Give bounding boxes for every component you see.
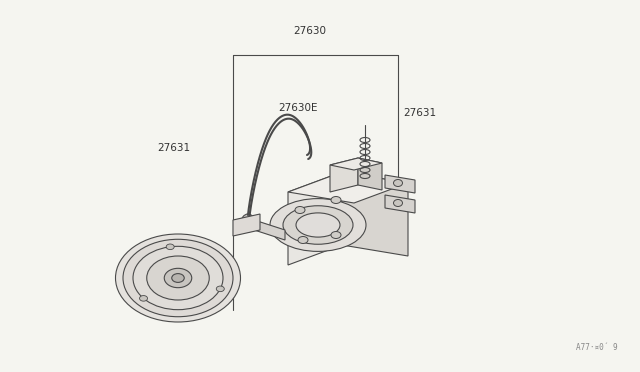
Ellipse shape — [166, 244, 174, 250]
Ellipse shape — [147, 256, 209, 300]
Ellipse shape — [115, 234, 241, 322]
Ellipse shape — [140, 296, 148, 301]
Text: A77·¤0´ 9: A77·¤0´ 9 — [576, 343, 618, 353]
Polygon shape — [288, 172, 342, 265]
Polygon shape — [248, 218, 285, 240]
Ellipse shape — [298, 237, 308, 244]
Ellipse shape — [283, 206, 353, 244]
Polygon shape — [342, 172, 408, 256]
Ellipse shape — [270, 199, 366, 251]
Ellipse shape — [394, 180, 403, 186]
Ellipse shape — [241, 214, 255, 232]
Text: 27630: 27630 — [294, 26, 326, 36]
Ellipse shape — [172, 273, 184, 282]
Ellipse shape — [295, 206, 305, 214]
Polygon shape — [385, 195, 415, 213]
Text: 27630E: 27630E — [278, 103, 317, 113]
Ellipse shape — [296, 213, 340, 237]
Ellipse shape — [331, 231, 341, 238]
Ellipse shape — [123, 239, 233, 317]
Text: 27631: 27631 — [403, 108, 436, 118]
Polygon shape — [385, 175, 415, 193]
Ellipse shape — [394, 199, 403, 206]
Ellipse shape — [164, 268, 192, 288]
Polygon shape — [233, 214, 260, 236]
Polygon shape — [330, 158, 358, 192]
Polygon shape — [288, 172, 408, 203]
Ellipse shape — [216, 286, 224, 292]
Polygon shape — [330, 158, 382, 170]
Polygon shape — [358, 158, 382, 190]
Ellipse shape — [133, 246, 223, 310]
Text: 27631: 27631 — [157, 143, 190, 153]
Ellipse shape — [331, 196, 341, 203]
